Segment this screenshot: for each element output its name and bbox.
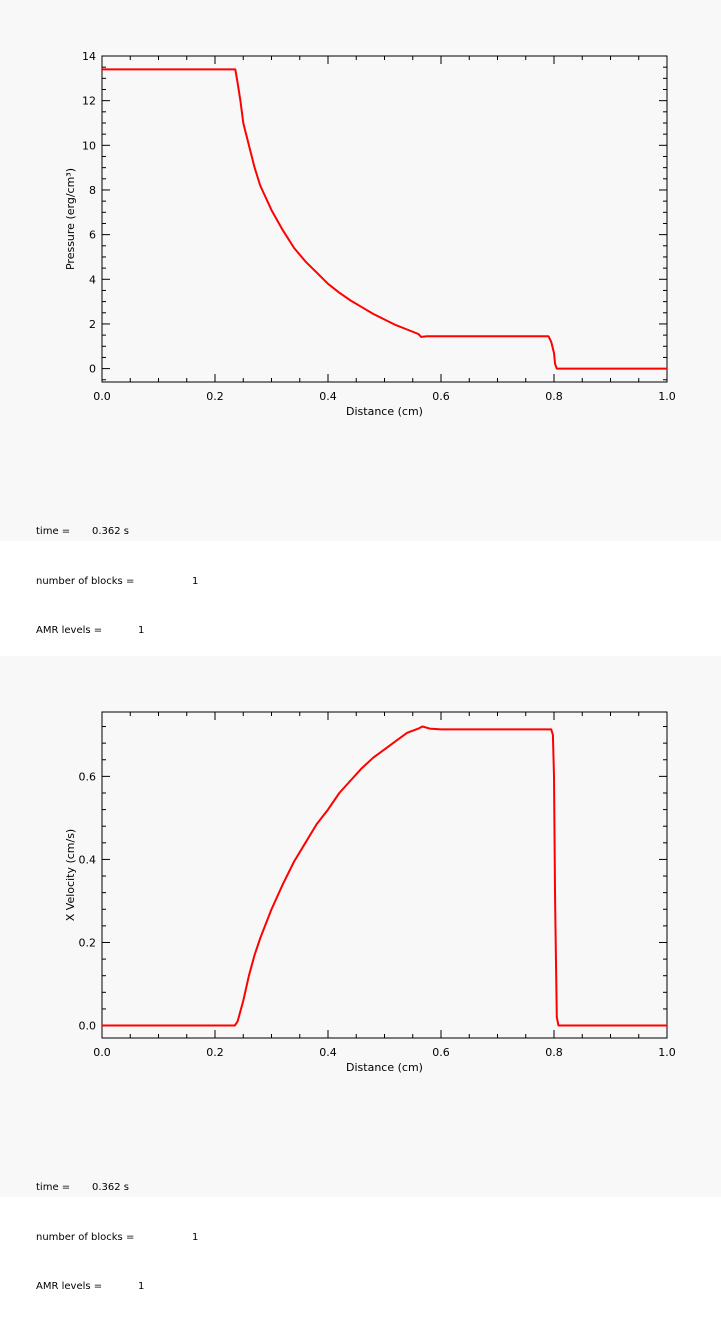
time-label: time = [36, 526, 71, 537]
y-tick-label: 6 [89, 229, 96, 242]
time-label: time = [36, 1182, 71, 1193]
pressure-plot-panel: 0.0 0.2 0.4 0.6 0.8 1.0 0 2 4 6 8 10 12 14 Distance (c… [0, 0, 721, 636]
y-tick-label: 0.4 [79, 853, 97, 866]
y-tick-label: 0.0 [79, 1020, 97, 1033]
x-tick-label: 1.0 [658, 390, 676, 403]
y-axis-label: Pressure (erg/cm³) [64, 168, 77, 270]
y-tick-label: 12 [82, 95, 96, 108]
y-tick-label: 8 [89, 184, 96, 197]
blocks-label: number of blocks = [36, 575, 135, 587]
data-line [102, 725, 667, 1027]
x-tick-label: 0.2 [206, 1046, 224, 1059]
x-tick-label: 0.6 [432, 1046, 450, 1059]
data-line [102, 68, 667, 370]
amr-value: 1 [138, 625, 145, 636]
amr-label: AMR levels = [36, 1281, 103, 1292]
blocks-label: number of blocks = [36, 1231, 135, 1243]
run-info: time = 0.362 s number of blocks = 1 AMR le… [36, 491, 198, 673]
time-value: 0.362 s [92, 1182, 130, 1193]
plot-frame [101, 711, 668, 1039]
velocity-plot-panel: 0.0 0.2 0.4 0.6 0.8 1.0 0.0 0.2 0.4 0.6 Distance (… [0, 656, 721, 1292]
y-tick-label: 0 [89, 363, 96, 376]
x-tick-label: 0.4 [319, 390, 337, 403]
x-tick-label: 0.4 [319, 1046, 337, 1059]
plot-frame [101, 55, 668, 383]
x-tick-label: 0.2 [206, 390, 224, 403]
y-tick-label: 4 [89, 273, 96, 286]
y-tick-label: 14 [82, 50, 96, 63]
x-tick-label: 0.8 [545, 390, 563, 403]
x-tick-label: 1.0 [658, 1046, 676, 1059]
blocks-value: 1 [192, 1231, 199, 1243]
x-tick-label: 0.0 [93, 1046, 111, 1059]
y-tick-label: 10 [82, 139, 96, 152]
y-axis-label: X Velocity (cm/s) [64, 829, 77, 921]
y-tick-label: 2 [89, 318, 96, 331]
amr-value: 1 [138, 1281, 145, 1292]
run-info: time = 0.362 s number of blocks = 1 AMR le… [36, 1147, 198, 1329]
time-value: 0.362 s [92, 526, 130, 537]
x-tick-label: 0.6 [432, 390, 450, 403]
y-tick-label: 0.6 [79, 770, 97, 783]
pressure-chart: 0.0 0.2 0.4 0.6 0.8 1.0 0 2 4 6 8 10 12 14 Distance (c… [64, 50, 676, 418]
y-tick-label: 0.2 [79, 936, 97, 949]
x-tick-label: 0.0 [93, 390, 111, 403]
x-axis-label: Distance (cm) [346, 405, 423, 418]
amr-label: AMR levels = [36, 625, 103, 636]
x-tick-label: 0.8 [545, 1046, 563, 1059]
x-axis-label: Distance (cm) [346, 1061, 423, 1074]
velocity-chart: 0.0 0.2 0.4 0.6 0.8 1.0 0.0 0.2 0.4 0.6 Distance (… [64, 711, 676, 1074]
blocks-value: 1 [192, 575, 199, 587]
